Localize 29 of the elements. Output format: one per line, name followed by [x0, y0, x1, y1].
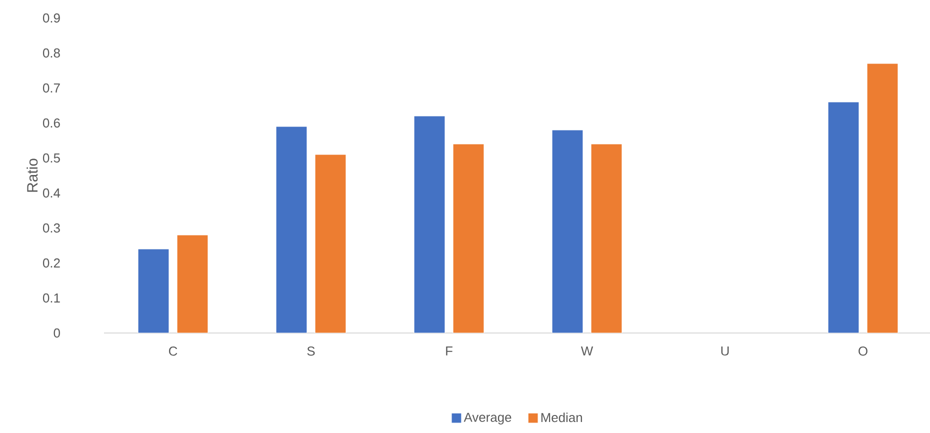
x-tick-label: F — [446, 346, 452, 356]
bar — [552, 130, 584, 333]
y-tick-label: 0.6 — [42, 118, 60, 128]
x-tick-label: O — [858, 346, 868, 356]
bar — [866, 63, 898, 333]
y-axis-title: Ratio — [26, 158, 38, 192]
y-tick-label: 0.9 — [42, 13, 60, 23]
bar — [314, 154, 346, 333]
x-tick-label: C — [168, 346, 178, 356]
y-tick-label: 0.1 — [42, 293, 60, 303]
x-tick-label: U — [721, 346, 729, 356]
y-tick-label: 0.4 — [42, 188, 60, 198]
bar — [276, 126, 308, 333]
y-tick-label: 0.2 — [42, 258, 60, 268]
y-tick-label: 0.5 — [42, 153, 60, 163]
legend-label: Average — [464, 412, 512, 424]
bar — [138, 248, 170, 333]
y-tick-label: 0.7 — [42, 83, 60, 93]
bar — [176, 234, 208, 333]
y-tick-label: 0.8 — [42, 48, 60, 58]
y-tick-label: 0.3 — [42, 223, 60, 233]
bar — [414, 116, 446, 333]
x-tick-label: W — [580, 346, 594, 356]
bar — [590, 144, 622, 333]
bar — [452, 144, 484, 333]
x-tick-label: S — [307, 346, 315, 356]
y-tick-label: 0 — [54, 328, 60, 338]
legend-label: Median — [541, 412, 582, 422]
bar — [828, 102, 860, 333]
